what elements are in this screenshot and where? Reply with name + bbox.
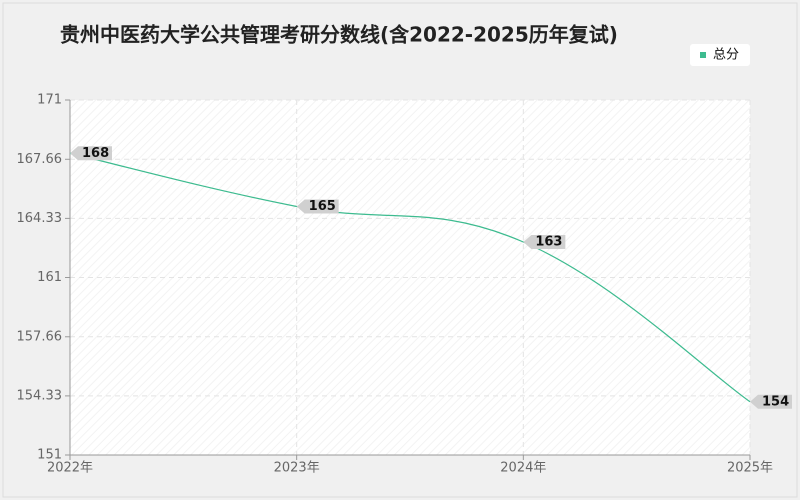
x-tick-label: 2023年 <box>274 461 320 476</box>
legend-box <box>690 44 750 66</box>
value-label: 154 <box>762 394 789 409</box>
x-tick-label: 2024年 <box>500 461 546 476</box>
legend-swatch <box>700 52 706 58</box>
y-tick-label: 161 <box>37 270 62 285</box>
value-label: 165 <box>309 199 336 214</box>
y-tick-label: 167.66 <box>17 152 63 167</box>
value-label-tag <box>296 199 339 214</box>
value-label: 168 <box>82 146 109 161</box>
chart-title: 贵州中医药大学公共管理考研分数线(含2022-2025历年复试) <box>60 23 618 47</box>
y-tick-label: 164.33 <box>17 211 63 226</box>
value-label-tag <box>523 235 566 249</box>
x-tick-label: 2022年 <box>47 461 93 476</box>
y-tick-label: 154.33 <box>17 388 63 403</box>
plot-area <box>70 100 750 455</box>
x-tick-label: 2025年 <box>727 461 773 476</box>
value-label-tag <box>750 394 792 409</box>
value-label: 163 <box>535 235 562 250</box>
line <box>69 152 751 403</box>
y-tick-label: 171 <box>37 93 62 108</box>
legend-label: 总分 <box>713 48 739 63</box>
y-tick-label: 157.66 <box>17 329 63 344</box>
value-label-tag <box>70 146 112 161</box>
y-tick-label: 151 <box>37 448 62 463</box>
